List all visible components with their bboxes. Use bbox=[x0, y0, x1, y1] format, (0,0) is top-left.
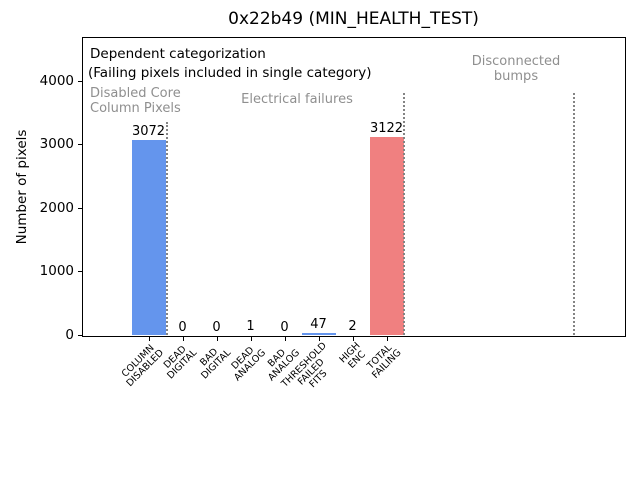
y-tick-label: 3000 bbox=[39, 136, 74, 153]
y-tick-mark bbox=[78, 207, 82, 209]
bar-value-label: 3122 bbox=[369, 120, 404, 136]
y-tick-mark bbox=[78, 144, 82, 146]
bar-value-label: 2 bbox=[348, 319, 357, 335]
bar bbox=[369, 136, 404, 336]
bar-value-label: 3072 bbox=[131, 124, 166, 140]
region-label-electrical-failures: Electrical failures bbox=[241, 92, 353, 107]
y-tick-label: 0 bbox=[65, 327, 74, 343]
bar-value-label: 0 bbox=[178, 319, 187, 335]
x-tick-mark bbox=[148, 337, 150, 341]
separator-dotted-line bbox=[572, 93, 575, 335]
x-tick-label: BAD DIGITAL bbox=[198, 346, 234, 382]
separator-dotted-line bbox=[165, 122, 168, 335]
bar-value-label: 0 bbox=[212, 319, 221, 335]
x-tick-mark bbox=[250, 337, 252, 341]
x-tick-mark bbox=[284, 337, 286, 341]
y-tick-mark bbox=[78, 271, 82, 273]
chart-title: 0x22b49 (MIN_HEALTH_TEST) bbox=[228, 9, 479, 29]
separator-dotted-line bbox=[402, 93, 405, 335]
x-tick-mark bbox=[352, 337, 354, 341]
x-tick-label: COLUMN DISABLED bbox=[119, 342, 166, 390]
region-label-disconnected-bumps: Disconnected bumps bbox=[471, 54, 561, 84]
bar-value-label: 1 bbox=[246, 319, 255, 335]
x-tick-mark bbox=[318, 337, 320, 341]
y-tick-label: 1000 bbox=[39, 263, 74, 280]
region-label-disabled-core-column-pixels: Disabled Core Column Pixels bbox=[90, 86, 181, 116]
x-tick-mark bbox=[216, 337, 218, 341]
x-tick-mark bbox=[182, 337, 184, 341]
bar-value-label: 0 bbox=[280, 319, 289, 335]
annotation-dependent-categorization: Dependent categorization bbox=[90, 46, 266, 62]
x-tick-mark bbox=[386, 337, 388, 341]
y-tick-mark bbox=[78, 335, 82, 336]
x-tick-label: DEAD DIGITAL bbox=[162, 343, 200, 382]
y-tick-mark bbox=[78, 80, 82, 82]
annotation-failing-note: (Failing pixels included in single categ… bbox=[88, 65, 372, 81]
x-tick-label: DEAD ANALOG bbox=[229, 344, 268, 384]
bar bbox=[301, 332, 336, 336]
x-tick-label: TOTAL FAILING bbox=[365, 342, 404, 381]
y-tick-label: 2000 bbox=[39, 199, 74, 216]
plot-area bbox=[82, 37, 626, 337]
bar bbox=[131, 140, 166, 336]
y-tick-label: 4000 bbox=[39, 72, 74, 89]
bar-value-label: 47 bbox=[310, 316, 327, 332]
